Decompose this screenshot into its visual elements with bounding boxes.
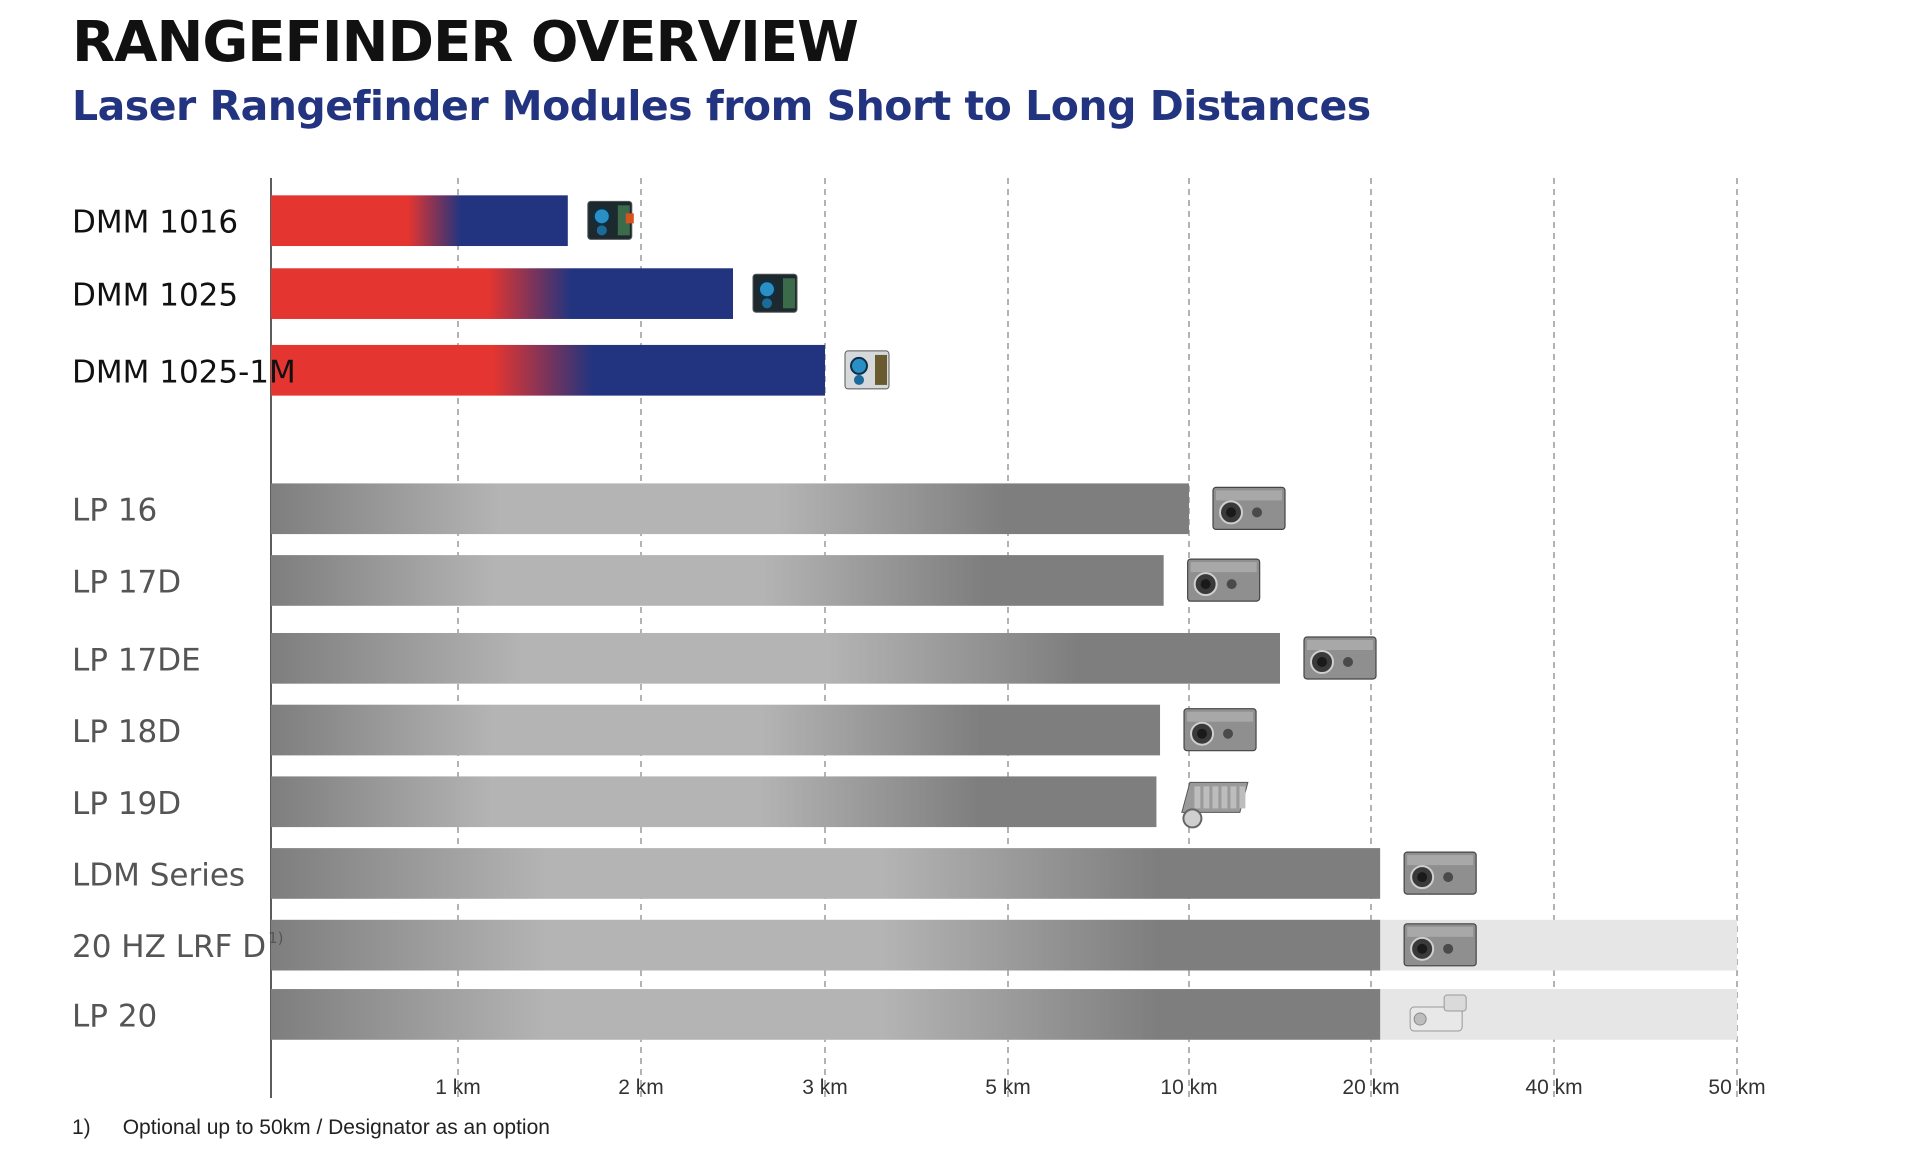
range-bar [271, 919, 1381, 971]
x-tick-label: 3 km [802, 1076, 848, 1099]
dmm-module-icon [844, 350, 890, 390]
lp-module-icon [1403, 851, 1477, 895]
x-tick-label: 20 km [1342, 1076, 1399, 1099]
row-label: LP 18D [72, 714, 181, 750]
lp-module-icon [1409, 994, 1467, 1032]
x-tick-label: 40 km [1525, 1076, 1582, 1099]
x-tick-labels: 1 km 2 km 3 km 5 km 10 km 20 km 40 km 50 km [435, 1076, 1765, 1099]
row-label: DMM 1025 [72, 278, 238, 314]
row-label: DMM 1016 [72, 205, 238, 241]
lp-module-icon [1212, 486, 1286, 530]
lp-module-icon [1183, 708, 1257, 752]
range-bar [271, 483, 1189, 535]
row-label: LP 19D [72, 786, 181, 822]
range-bar [271, 344, 825, 396]
row-label: LDM Series [72, 857, 245, 893]
range-bar [271, 848, 1381, 899]
x-tick-label: 2 km [618, 1076, 664, 1099]
x-tick-label: 5 km [985, 1076, 1031, 1099]
bars [271, 195, 1737, 1040]
row-label: LP 17DE [72, 642, 201, 678]
chart-title: RANGEFINDER OVERVIEW [72, 10, 859, 75]
range-bar [271, 704, 1161, 756]
range-bar [271, 268, 733, 319]
x-tick-label: 50 km [1708, 1076, 1765, 1099]
range-bar [271, 632, 1280, 684]
row-label: DMM 1025-1M [72, 354, 296, 390]
chart-subtitle: Laser Rangefinder Modules from Short to … [72, 82, 1371, 130]
range-bar [271, 555, 1164, 606]
footnote: 1) Optional up to 50km / Designator as an… [72, 1116, 550, 1140]
x-tick-label: 1 km [435, 1076, 481, 1099]
row-label: LP 16 [72, 493, 157, 529]
dmm-module-icon [752, 273, 798, 313]
product-icons [587, 200, 1477, 1032]
footnote-text: Optional up to 50km / Designator as an o… [122, 1116, 550, 1139]
dmm-module-icon [587, 200, 634, 240]
lp-module-icon [1303, 636, 1377, 680]
row-label: 20 HZ LRF D 1) [72, 929, 283, 965]
range-bar [271, 989, 1381, 1040]
x-tick-label: 10 km [1160, 1076, 1217, 1099]
range-bar [271, 195, 568, 247]
footnote-marker: 1) [72, 1116, 91, 1139]
row-label: LP 17D [72, 564, 181, 600]
row-label: LP 20 [72, 998, 157, 1034]
range-bar [271, 776, 1157, 828]
lp-module-icon [1187, 558, 1261, 602]
lp-module-icon [1181, 781, 1249, 829]
lp-module-icon [1403, 923, 1477, 967]
row-labels: DMM 1016 DMM 1025 DMM 1025-1M LP 16 LP 17D LP… [72, 205, 296, 1035]
